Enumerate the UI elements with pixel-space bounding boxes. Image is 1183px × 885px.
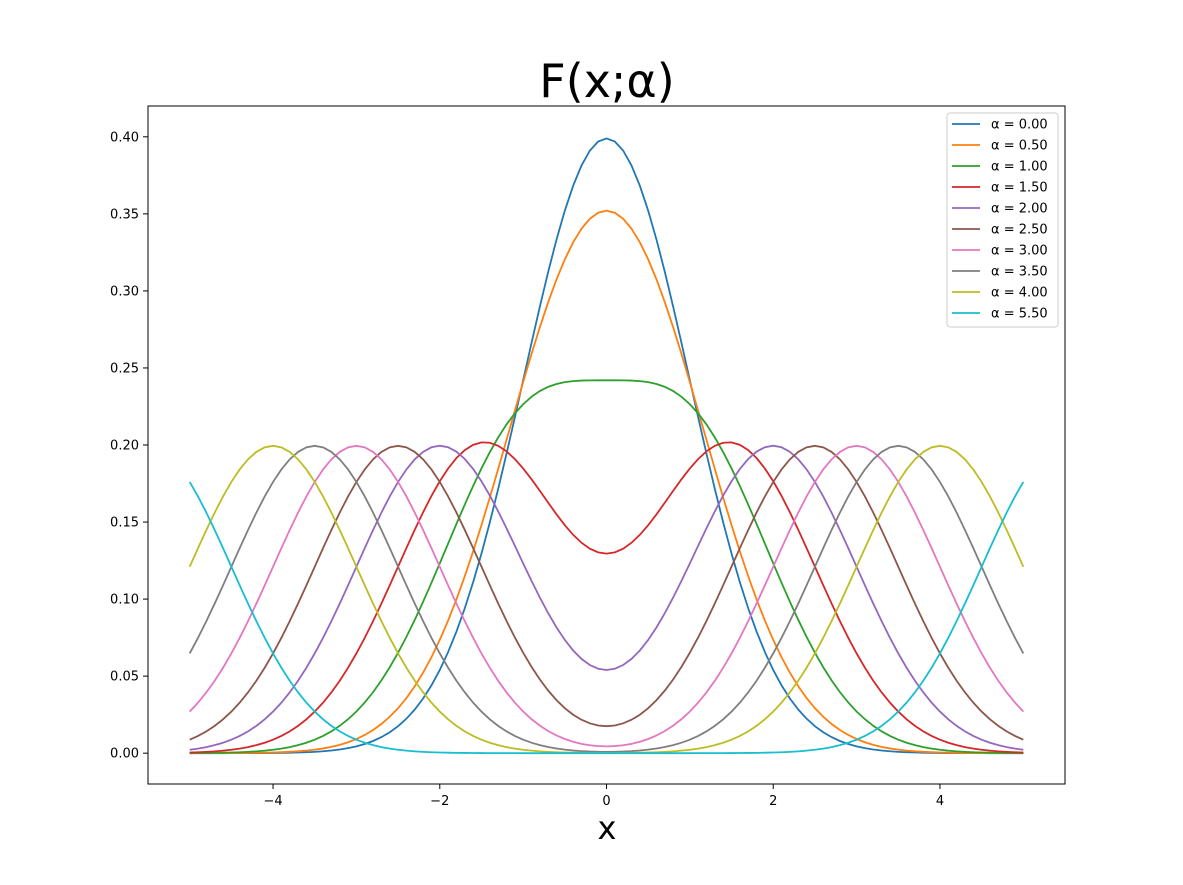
y-tick-label: 0.15 [110, 516, 139, 531]
y-tick-label: 0.05 [110, 670, 139, 685]
plot-area [148, 106, 1065, 784]
series-layer [188, 137, 1025, 755]
series-line-1 [189, 209, 1024, 755]
y-tick-label: 0.25 [110, 361, 139, 376]
legend-label-1: α = 0.50 [991, 139, 1048, 154]
y-tick-label: 0.20 [110, 439, 139, 454]
x-tick-label: −4 [263, 794, 282, 809]
series-line-9 [188, 481, 1025, 755]
legend-label-5: α = 2.50 [991, 223, 1048, 238]
x-tick-label: 4 [936, 794, 944, 809]
legend-label-9: α = 5.50 [991, 307, 1048, 322]
legend-label-3: α = 1.50 [991, 181, 1048, 196]
legend-label-6: α = 3.00 [991, 244, 1048, 259]
series-line-2 [189, 379, 1024, 754]
y-tick-label: 0.10 [110, 593, 139, 608]
x-tick-label: 0 [602, 794, 610, 809]
series-line-6 [189, 444, 1024, 748]
x-tick-label: 2 [769, 794, 777, 809]
legend-label-4: α = 2.00 [991, 202, 1048, 217]
series-line-5 [189, 444, 1024, 741]
y-axis: 0.00 0.05 0.10 0.15 0.20 0.25 0.30 0.35 0.40 [110, 130, 148, 762]
x-axis: −4 −2 0 2 4 [263, 784, 944, 809]
legend-label-0: α = 0.00 [991, 118, 1048, 133]
legend-label-7: α = 3.50 [991, 265, 1048, 280]
legend-label-2: α = 1.00 [991, 160, 1048, 175]
y-tick-label: 0.30 [110, 284, 139, 299]
y-tick-label: 0.40 [110, 130, 139, 145]
y-tick-label: 0.00 [110, 747, 139, 762]
x-tick-label: −2 [430, 794, 449, 809]
series-line-4 [189, 444, 1024, 751]
series-line-0 [189, 137, 1024, 755]
legend: α = 0.00 α = 0.50 α = 1.00 α = 1.50 α = 2.00… [946, 112, 1059, 328]
series-line-7 [188, 444, 1025, 753]
chart-title: F(x;α) [539, 54, 674, 108]
x-axis-label: x [598, 809, 617, 847]
series-line-3 [189, 441, 1024, 754]
y-tick-label: 0.35 [110, 207, 139, 222]
legend-label-8: α = 4.00 [991, 286, 1048, 301]
